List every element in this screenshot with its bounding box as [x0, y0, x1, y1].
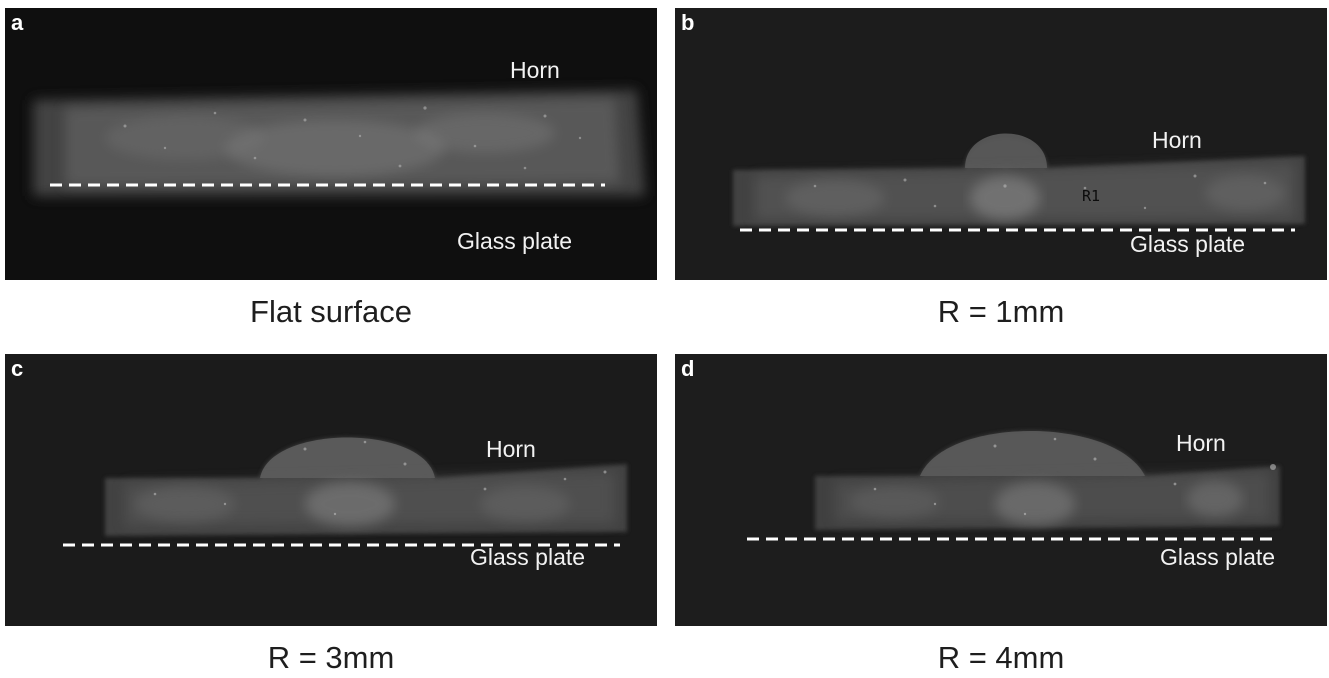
horn-r3-image — [63, 437, 627, 547]
etched-mark: R1 — [1082, 187, 1101, 205]
panel-letter: c — [11, 356, 24, 381]
panel-caption: R = 1mm — [937, 294, 1065, 329]
panel-caption: R = 4mm — [937, 640, 1065, 675]
panel-caption: R = 3mm — [267, 640, 395, 675]
photo-panel-a: a Horn Glass plate — [5, 8, 657, 280]
panel-letter: d — [681, 356, 695, 381]
glass-plate-label: Glass plate — [1160, 544, 1276, 570]
photo-panel-d: d Horn Glass plate — [675, 354, 1327, 626]
horn-flat-surface-image — [33, 90, 645, 196]
horn-r1-image — [733, 133, 1305, 232]
glass-plate-label: Glass plate — [470, 544, 586, 570]
photo-panel-b: b Horn Glass plate R1 — [675, 8, 1327, 280]
horn-label: Horn — [486, 436, 536, 462]
panel-letter: b — [681, 10, 695, 35]
horn-label: Horn — [1176, 430, 1226, 456]
panel-letter: a — [11, 10, 24, 35]
horn-label: Horn — [1152, 127, 1202, 153]
horn-label: Horn — [510, 57, 560, 83]
glass-plate-label: Glass plate — [457, 228, 573, 254]
horn-r4-image — [747, 431, 1280, 541]
panel-caption: Flat surface — [250, 294, 412, 329]
photo-panel-c: c Horn Glass plate — [5, 354, 657, 626]
glass-plate-label: Glass plate — [1130, 231, 1246, 257]
